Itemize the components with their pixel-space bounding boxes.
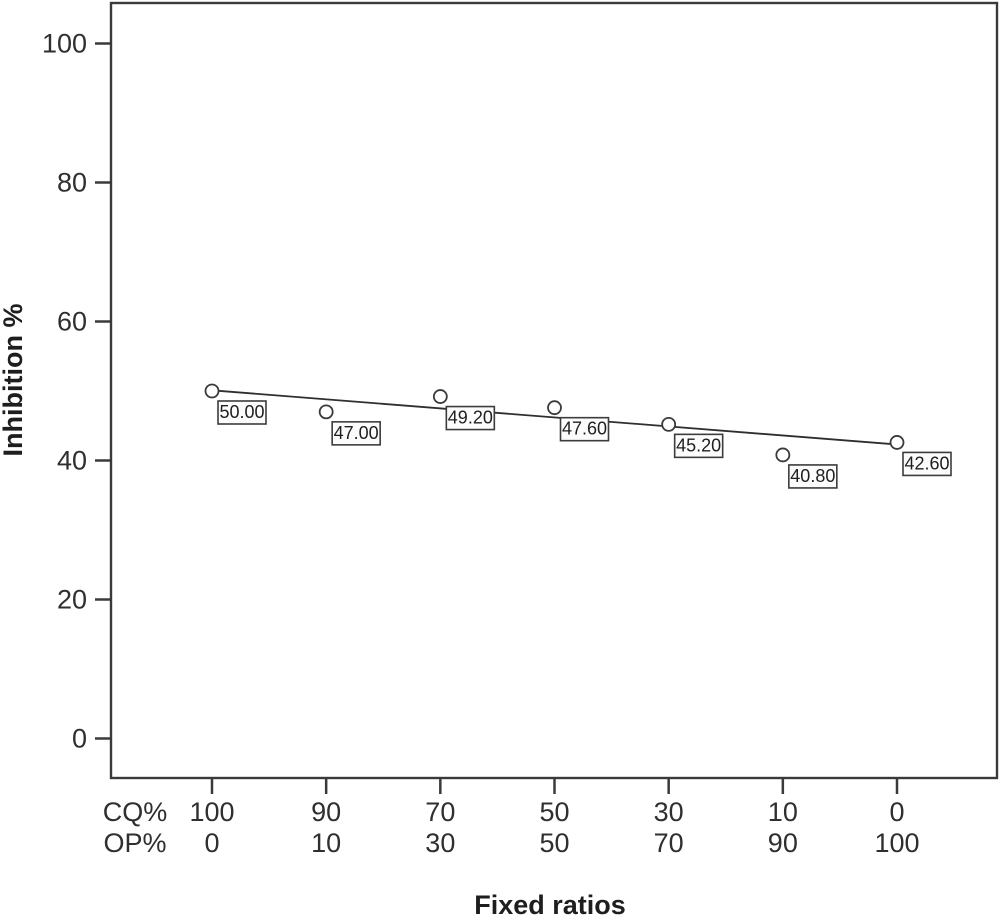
y-tick-label: 100 [42, 29, 87, 59]
data-point-label-box [445, 405, 496, 431]
x-tick-label: 30 [425, 828, 455, 858]
x-tick-label: 0 [204, 828, 219, 858]
x-tick-label: 70 [425, 797, 455, 827]
y-tick-label: 20 [57, 585, 87, 615]
data-point-label-box [559, 416, 610, 442]
y-axis: 0 20 40 60 80 100 [42, 29, 111, 754]
x-tick-label: 50 [539, 797, 569, 827]
trend-line-group [211, 389, 898, 446]
x-tick-label: 30 [654, 797, 684, 827]
data-points-group: 50.00 47.00 49.20 47.60 45.20 40.80 42.60 [204, 383, 952, 489]
x-axis-title: Fixed ratios [474, 890, 626, 918]
data-point-label-box [788, 464, 838, 489]
data-point [889, 435, 905, 450]
y-tick-label: 40 [57, 446, 87, 476]
data-point [661, 416, 677, 432]
x-tick-label: 70 [654, 828, 684, 858]
data-point [318, 404, 334, 420]
data-point-label-box [902, 451, 952, 477]
y-tick-label: 0 [72, 724, 87, 754]
data-point-label: 40.80 [790, 466, 835, 486]
x-tick-label: 50 [539, 828, 569, 858]
data-point-label-box [673, 433, 724, 459]
x-tick-label: 90 [311, 797, 341, 827]
x-tick-label: 100 [874, 828, 919, 858]
data-point-label-box [217, 400, 267, 425]
x-axis-row-header: CQ% [103, 797, 168, 827]
trend-line [211, 389, 898, 446]
data-point-label: 47.60 [562, 419, 607, 439]
x-axis-row-header: OP% [103, 828, 166, 858]
data-point-label-box [331, 421, 381, 446]
data-point-label: 49.20 [448, 408, 493, 428]
y-axis-title: Inhibition % [0, 304, 28, 457]
data-point [775, 447, 791, 463]
y-tick-label: 80 [57, 168, 87, 198]
data-point-label: 50.00 [219, 402, 264, 422]
plot-frame [109, 1, 999, 780]
x-tick-label: 10 [311, 828, 341, 858]
y-tick-label: 60 [57, 307, 87, 337]
data-point [204, 383, 220, 399]
data-point [547, 400, 562, 416]
x-axis: CQ% 100 90 70 50 30 10 0OP% 0 10 30 50 70 90 100 [103, 778, 920, 858]
data-point-label: 47.00 [334, 423, 379, 443]
data-point [432, 389, 448, 404]
x-tick-label: 10 [768, 797, 798, 827]
x-tick-label: 100 [189, 797, 234, 827]
data-point-label: 45.20 [676, 435, 721, 455]
x-tick-label: 0 [889, 797, 904, 827]
data-point-label: 42.60 [904, 453, 949, 473]
x-tick-label: 90 [768, 828, 798, 858]
